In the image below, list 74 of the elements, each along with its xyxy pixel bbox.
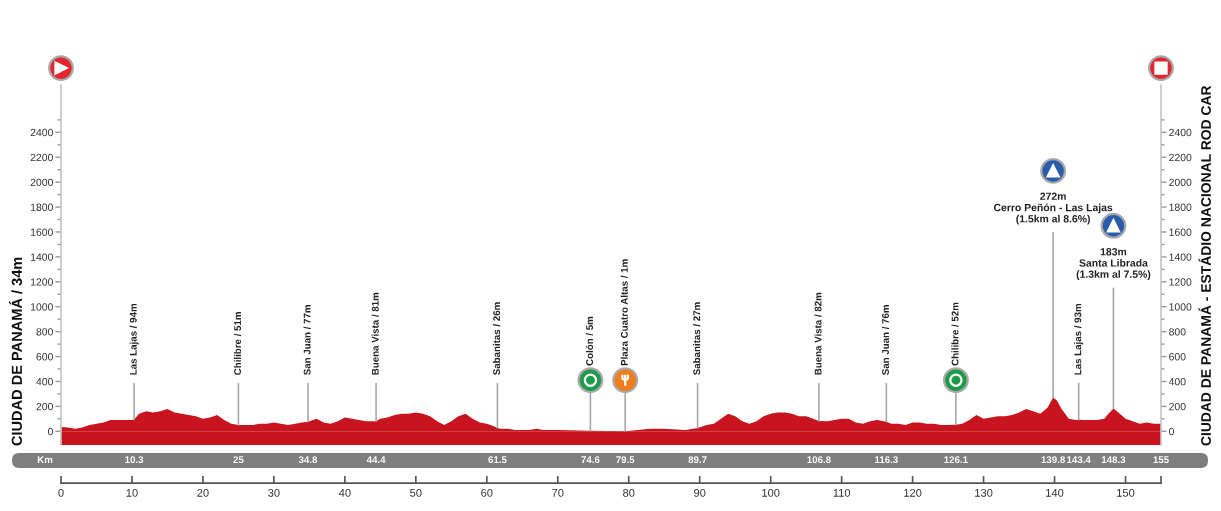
annotation: Buena Vista / 82m (814, 292, 822, 375)
x-tick-label: 90 (694, 488, 706, 497)
y2-tick-label: 1200 (1169, 278, 1192, 286)
x2-tick-label: 143.4 (1067, 456, 1091, 464)
x-tick-label: 60 (481, 488, 493, 497)
x2-tick-label: 61.5 (488, 456, 507, 464)
y-tick-label: 1200 (30, 278, 53, 286)
y-tick-label: 2200 (30, 153, 53, 162)
y2-tick-label: 600 (1169, 353, 1186, 361)
annotation: San Juan / 76m (881, 305, 890, 375)
y-tick-label: 1800 (30, 203, 53, 211)
y2-axis-title: CIUDAD DE PANAMÁ - ESTÁDIO NACIONAL ROD CAR (1198, 85, 1211, 446)
annotation: 272m Cerro Peñón - Las Lajas (1.5km al 8.6%) (993, 192, 1113, 225)
x2-tick-label: 34.8 (298, 456, 318, 464)
y2-tick-label: 400 (1168, 377, 1186, 386)
y-tick-label: 1400 (30, 253, 53, 261)
y-tick-label: 1600 (30, 228, 53, 236)
annotation: Sabanitas / 26m (492, 302, 501, 375)
x2-tick-label: 25 (233, 456, 244, 464)
x2-tick-label: 89.7 (688, 456, 707, 464)
y2-tick-label: 1400 (1169, 253, 1192, 261)
y-tick-label: 2400 (30, 128, 53, 137)
y-tick-label: 800 (36, 328, 53, 336)
x2-tick-label: 10.3 (125, 456, 144, 464)
y2-tick-label: 0 (1169, 427, 1175, 436)
y-axis-title: CIUDAD DE PANAMÁ / 34m (8, 257, 23, 446)
annotation: Las Lajas / 93m (1074, 303, 1084, 375)
annotation: San Juan / 77m (303, 305, 311, 375)
x-tick-label: 100 (762, 488, 780, 497)
annotation: Colón / 5m (585, 316, 594, 366)
x-tick-label: 20 (197, 488, 209, 497)
y-tick-label: 400 (36, 377, 53, 386)
x-tick-label: 130 (975, 488, 993, 497)
y-tick-label: 200 (36, 402, 53, 411)
x2-tick-label: 116.3 (875, 456, 898, 464)
x-tick-label: 140 (1046, 488, 1064, 497)
y2-tick-label: 800 (1169, 328, 1186, 336)
x2-tick-label: 155 (1153, 456, 1169, 464)
annotation: Chilibre / 52m (951, 302, 959, 366)
x2-tick-label: 44.4 (366, 456, 386, 464)
x2-tick-label: 74.6 (581, 456, 600, 464)
y2-tick-label: 2200 (1169, 153, 1192, 162)
x-tick-label: 50 (410, 488, 422, 497)
x-tick-label: 80 (623, 488, 635, 497)
x-tick-label: 10 (126, 488, 138, 497)
annotation: 183m Santa Librada (1.3km al 7.5%) (1076, 248, 1151, 280)
x2-tick-label: 139.8 (1041, 456, 1065, 464)
x-tick-label: 0 (58, 488, 64, 497)
x-tick-label: 120 (904, 488, 922, 497)
annotation: Sabanitas / 27m (693, 302, 701, 375)
x2-tick-label: 148.3 (1101, 456, 1126, 464)
x-tick-label: 30 (268, 488, 280, 497)
annotation: Plaza Cuatro Altas / 1m (620, 259, 628, 366)
y2-tick-label: 2400 (1169, 128, 1192, 137)
x2-tick-label: 126.1 (944, 456, 968, 464)
y-tick-label: 1000 (30, 303, 53, 311)
x-tick-label: 40 (338, 488, 351, 497)
x2-tick-label: 79.5 (616, 456, 635, 464)
y2-tick-label: 200 (1169, 402, 1186, 411)
y2-tick-label: 1800 (1169, 203, 1192, 211)
x2-tick-label: 106.8 (807, 456, 831, 464)
x-tick-label: 70 (552, 488, 564, 497)
y-tick-label: 2000 (30, 178, 53, 187)
y-tick-label: 600 (36, 353, 53, 361)
annotation: Chilibre / 51m (233, 312, 242, 375)
annotation: Buena Vista / 81m (371, 292, 379, 375)
y2-tick-label: 1600 (1169, 228, 1192, 236)
x-tick-label: 150 (1117, 488, 1135, 497)
y2-tick-label: 1000 (1169, 303, 1192, 311)
y2-tick-label: 2000 (1169, 178, 1192, 187)
x2-axis-title: Km (37, 456, 53, 464)
y-tick-label: 0 (47, 427, 53, 436)
annotation: Las Lajas / 94m (129, 303, 139, 375)
x-tick-label: 110 (833, 488, 851, 497)
